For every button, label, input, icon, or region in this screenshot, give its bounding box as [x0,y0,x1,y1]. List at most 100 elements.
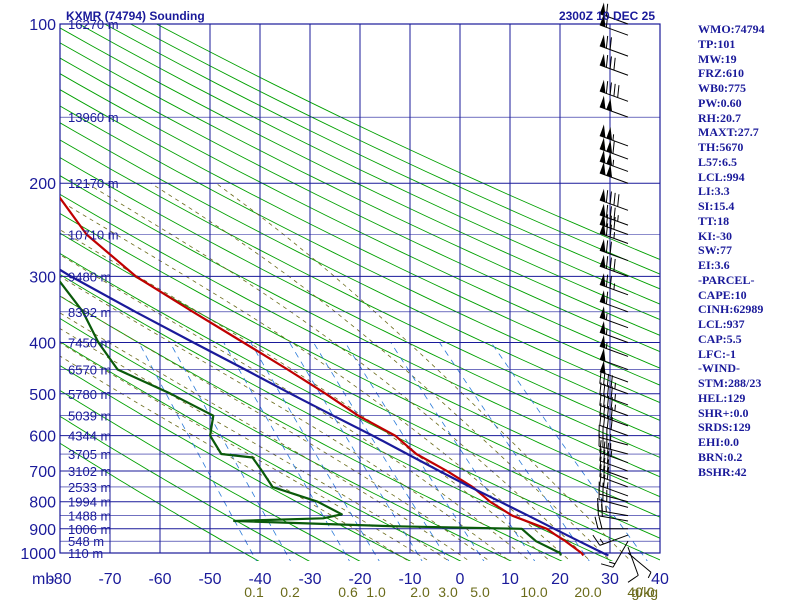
index-item: MAXT:27.7 [698,125,759,140]
temperature-tick-label: -40 [248,571,271,588]
index-item: SW:77 [698,243,733,258]
pressure-tick-label: 300 [29,269,56,286]
mixing-ratio-line [344,342,485,561]
wind-barb-half-flag [614,404,616,411]
pressure-tick-label: 200 [29,176,56,193]
height-label: 3705 m [68,447,111,462]
index-item: HEL:129 [698,390,746,405]
wind-barb-staff [599,415,629,427]
wind-barb-flag [603,449,606,463]
height-label: 5039 m [68,409,111,424]
index-item: EHI:0.0 [698,435,740,449]
dry-adiabat [60,73,660,369]
dry-adiabat [60,389,361,561]
temperature-tick-label: 10 [501,571,519,588]
wind-barb-flag [613,57,616,71]
wind-barb-flag [617,85,620,98]
wind-barb-half-flag [605,342,608,349]
wind-barb-flag [613,192,616,206]
wind-barb-flag [605,274,609,287]
mixing-ratio-line [223,342,350,561]
wind-barb-flag [603,383,606,397]
wind-barb-half-flag [610,450,613,457]
mixing-ratio-tick-label: 40.0 [627,584,654,600]
index-item: CAPE:10 [698,287,747,302]
wind-barb-pennant [599,137,606,151]
wind-barb-staff [599,331,629,343]
pressure-tick-label: 600 [29,429,56,446]
mixing-ratio-line [250,342,380,561]
temperature-tick-label: 40 [651,571,669,588]
wind-barb [599,334,629,357]
dry-adiabat [60,252,660,561]
wind-barb [599,34,629,57]
index-item: BSHR:42 [698,464,747,479]
height-label: 110 m [68,546,103,561]
wind-barb [600,540,629,568]
temperature-tick-label: -70 [98,571,121,588]
index-item: -PARCEL- [698,272,755,287]
dry-adiabat [60,157,660,458]
wind-barb [599,448,629,472]
index-item: EI:3.6 [698,258,730,272]
index-item: FRZ:610 [698,66,744,81]
wind-barb [592,534,629,546]
wind-barb-staff [599,160,629,172]
wind-barb-pennant [599,290,606,304]
wind-barb-half-flag [606,482,609,489]
wind-barb-flag [609,215,612,229]
height-label: 4344 m [68,429,111,444]
pressure-tick-label: 100 [29,17,56,34]
dry-adiabat [60,27,660,321]
wind-barb-flag [605,14,609,28]
temperature-tick-label: -30 [298,571,321,588]
wind-barb-flag [610,375,613,388]
wind-barb-flag [609,275,612,289]
wind-barb-staff [599,345,629,357]
wind-barb-flag [606,373,610,387]
wind-barb-pennant [599,203,606,217]
mixing-ratio-tick-label: 5.0 [470,584,490,600]
moist-adiabat [60,295,491,561]
wind-barb [599,371,629,395]
indices-panel: WMO:74794 TP:101 MW:19 FRZ:610 WB0:775 PW:0.6… [698,22,798,479]
wind-barb-flag [606,467,610,480]
temperature-tick-label: -50 [198,571,221,588]
wind-barb-flag [627,574,639,583]
wind-barb [599,464,629,488]
wind-barb-staff [599,451,629,464]
dry-adiabat [60,57,660,353]
wind-barb-staff [598,515,629,522]
pressure-tick-label: 700 [29,464,56,481]
wind-barb [627,552,652,579]
index-item: KI:-30 [698,228,732,243]
dry-adiabat [60,232,660,539]
wind-barb-flag [609,82,612,95]
index-item: WMO:74794 [698,22,765,36]
wind-barb-flag [606,451,610,464]
moist-adiabat [60,254,531,561]
wind-barb-flag [603,414,606,427]
mixing-ratio-line [439,342,590,561]
wind-barb-pennant [606,98,613,112]
wind-barb [599,273,629,296]
wind-barb-flag [605,35,609,49]
wind-barb-flag [606,459,610,472]
mixing-ratio-tick-label: 0.2 [280,584,300,600]
wind-barb-pennant [599,149,606,164]
moist-adiabat [60,276,511,561]
wind-barb-flag [605,190,609,203]
dry-adiabat [60,273,614,561]
dry-adiabat [60,42,660,336]
mixing-ratio-tick-label: 0.1 [244,584,264,600]
wind-barb-flag [605,291,609,304]
pressure-tick-label: 900 [29,522,56,539]
height-label: 548 m [68,534,104,549]
wind-barb-pennant [599,360,606,374]
wind-barb [598,424,629,446]
wind-barb-flag [609,206,612,219]
wind-barb-staff [599,404,629,417]
wind-barb [599,320,629,343]
height-label: 1994 m [68,495,111,510]
wind-barb-pennant [599,273,606,287]
